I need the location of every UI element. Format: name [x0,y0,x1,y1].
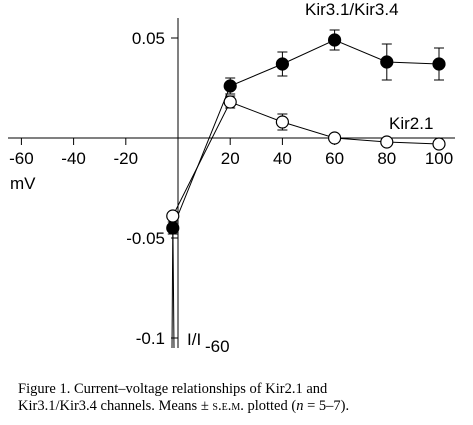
iv-chart: -60 -40 -20 20 40 60 80 100 0.05 -0.05 -0.1 mV I/I -6… [8,0,455,356]
data-point-filled [223,79,237,93]
data-point-filled [275,57,289,71]
x-tick-label: 100 [425,149,453,168]
data-point-filled [166,221,180,235]
caption-n: n [296,398,304,414]
caption-sem: s.e.m. [212,398,244,414]
y-axis-label-subscript: -60 [205,337,230,356]
x-tick-label: -60 [9,149,34,168]
series-lines [171,39,440,349]
y-tick-label: -0.05 [126,229,165,248]
data-point-open [380,135,394,149]
data-point-open [432,137,446,151]
series-line [171,39,440,349]
x-tick-label: -20 [114,149,139,168]
caption-line-2: Kir3.1/Kir3.4 channels. Means ± s.e.m. p… [18,398,463,415]
data-point-open [166,209,180,223]
data-point-open [223,95,237,109]
y-tick-label: -0.1 [136,329,165,348]
caption-line-2-prefix: Kir3.1/Kir3.4 channels. Means ± [18,398,213,414]
chart-labels: Kir3.1/Kir3.4 Kir2.1 [305,0,433,133]
series-label-kir21: Kir2.1 [389,114,433,133]
data-point-open [275,115,289,129]
x-axis-label: mV [10,174,36,193]
figure-caption: Figure 1. Current–voltage relationships … [18,381,463,415]
caption-line-1: Figure 1. Current–voltage relationships … [18,381,328,397]
y-axis-label: I/I [187,330,201,349]
x-tick-label: 60 [325,149,344,168]
data-point-filled [432,57,446,71]
x-tick-label: 40 [273,149,292,168]
x-tick-label: 80 [377,149,396,168]
data-point-open [328,131,342,145]
x-tick-label: 20 [221,149,240,168]
axes: -60 -40 -20 20 40 60 80 100 0.05 -0.05 -0.1 mV I/I -6… [8,18,455,356]
series-markers [166,33,446,235]
x-tick-label: -40 [61,149,86,168]
y-tick-label: 0.05 [132,29,165,48]
data-point-filled [380,55,394,69]
series-line [172,101,440,349]
series-label-kir31-kir34: Kir3.1/Kir3.4 [305,0,399,19]
data-point-filled [328,33,342,47]
caption-line-2-mid: plotted ( [243,398,297,414]
caption-line-2-suffix: = 5–7). [303,398,350,414]
